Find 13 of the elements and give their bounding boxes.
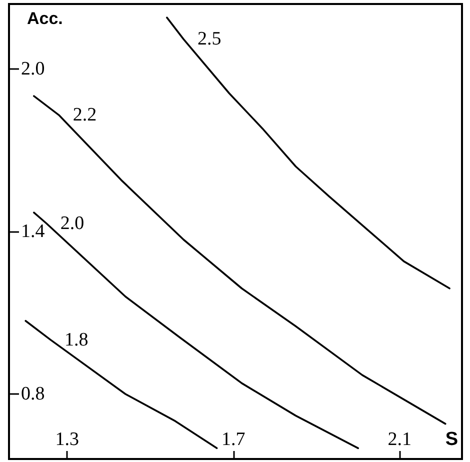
y-tick-label: 0.8 (21, 384, 45, 404)
x-tick-label: 1.7 (222, 429, 246, 450)
x-axis-title: S (445, 429, 458, 450)
y-tick-label: 1.4 (21, 221, 46, 242)
series-label: 2.5 (198, 28, 222, 50)
x-tick-label: 1.3 (55, 429, 80, 450)
y-tick-label: 2.0 (21, 58, 45, 80)
series-label: 1.8 (64, 329, 88, 350)
series-label: 2.0 (60, 212, 84, 234)
series-label: 2.2 (72, 104, 97, 126)
line-series (166, 16, 450, 290)
x-tick-label: 2.1 (388, 429, 412, 450)
y-axis-title: Acc. (27, 9, 63, 28)
